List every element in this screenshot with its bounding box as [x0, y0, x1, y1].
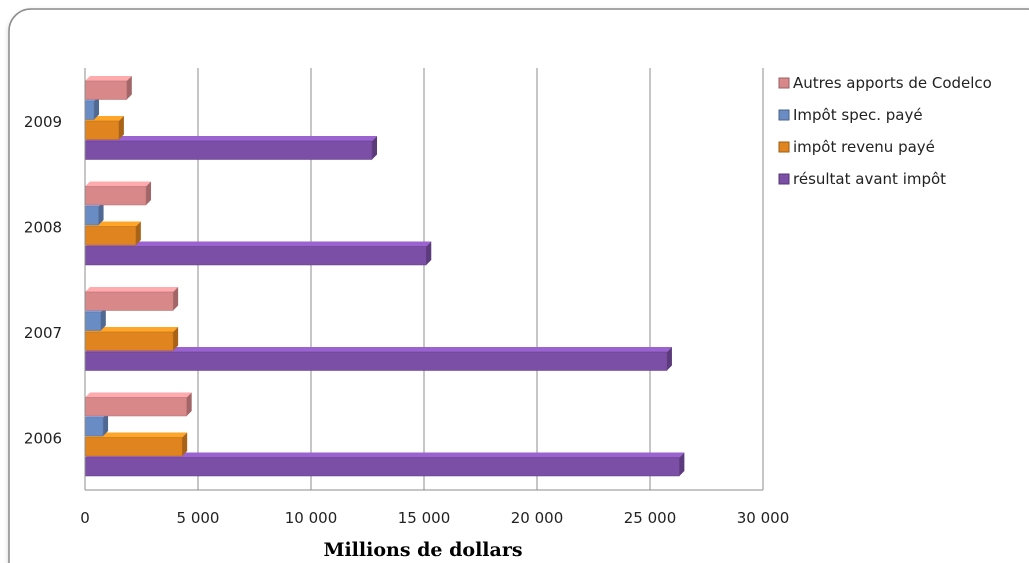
- bar-front-face: [84, 351, 668, 371]
- bar-front-face: [84, 186, 147, 206]
- x-tick-label: 15 000: [398, 509, 451, 527]
- legend-swatch: [778, 109, 790, 121]
- bar-front-face: [84, 246, 427, 266]
- bar-top-face: [85, 347, 672, 352]
- bar: [84, 136, 378, 160]
- bar-front-face: [84, 206, 99, 226]
- bar-top-face: [85, 432, 188, 438]
- bar-top-face: [85, 241, 432, 247]
- bar-side-face: [182, 432, 188, 456]
- bar-front-face: [84, 457, 680, 477]
- chart-border: [8, 8, 1029, 563]
- legend: Autres apports de Codelco Impôt spec. pay…: [778, 74, 992, 188]
- bar-front-face: [84, 397, 187, 417]
- x-axis-title: Millions de dollars: [323, 539, 522, 561]
- x-tick-label: 20 000: [511, 509, 564, 527]
- bar-side-face: [135, 221, 141, 245]
- legend-swatch: [778, 77, 790, 89]
- x-tick-label: 5 000: [177, 509, 220, 527]
- y-tick-label: 2007: [24, 324, 62, 342]
- legend-label: résultat avant impôt: [793, 170, 946, 188]
- legend-swatch: [778, 141, 790, 153]
- bar: [84, 287, 179, 311]
- legend-item: Autres apports de Codelco: [778, 74, 992, 92]
- bar-front-face: [84, 311, 102, 331]
- bar-front-face: [84, 226, 137, 246]
- bar-top-face: [85, 287, 179, 292]
- legend-label: Autres apports de Codelco: [793, 74, 992, 92]
- bar-side-face: [146, 181, 152, 205]
- bar-front-face: [84, 291, 174, 311]
- bar-side-face: [426, 241, 432, 265]
- x-tick-label: 30 000: [737, 509, 790, 527]
- bar-front-face: [84, 80, 128, 100]
- bars: [84, 76, 685, 477]
- legend-item: résultat avant impôt: [778, 170, 946, 188]
- y-tick-label: 2006: [24, 429, 62, 447]
- bar: [84, 181, 152, 206]
- bar-top-face: [85, 76, 132, 81]
- legend-label: impôt revenu payé: [793, 138, 935, 156]
- bar-side-face: [173, 287, 179, 311]
- bar-top-face: [85, 452, 685, 458]
- bar-front-face: [84, 417, 104, 437]
- bar: [84, 327, 179, 351]
- bar-front-face: [84, 331, 174, 351]
- bar: [84, 347, 672, 371]
- bar-front-face: [84, 140, 373, 160]
- bar-side-face: [666, 347, 672, 371]
- bar-top-face: [85, 181, 152, 187]
- x-tick-label: 0: [80, 509, 90, 527]
- bar-side-face: [679, 452, 685, 476]
- x-tick-label: 25 000: [624, 509, 677, 527]
- bar-side-face: [173, 327, 179, 351]
- bar-front-face: [84, 120, 120, 140]
- bar-front-face: [84, 100, 95, 120]
- axes: 0 5 000 10 000 15 000 20 000 25 000 30 000 2006…: [24, 68, 789, 527]
- bar-top-face: [85, 327, 179, 332]
- bar: [84, 76, 132, 100]
- bar-side-face: [126, 76, 132, 100]
- bar-side-face: [372, 136, 378, 160]
- y-tick-label: 2008: [24, 218, 62, 236]
- legend-label: Impôt spec. payé: [793, 106, 923, 124]
- bar: [84, 241, 432, 266]
- legend-item: Impôt spec. payé: [778, 106, 923, 124]
- bar-top-face: [85, 136, 378, 141]
- bar-side-face: [100, 307, 106, 331]
- legend-item: impôt revenu payé: [778, 138, 935, 156]
- y-tick-label: 2009: [24, 113, 62, 131]
- bar: [84, 392, 192, 417]
- bar-side-face: [186, 392, 192, 416]
- bar-top-face: [85, 392, 192, 398]
- bar-side-face: [98, 201, 104, 225]
- bar-side-face: [94, 96, 100, 120]
- bar-side-face: [103, 412, 109, 436]
- x-tick-label: 10 000: [285, 509, 338, 527]
- legend-swatch: [778, 173, 790, 185]
- bar-front-face: [84, 437, 183, 457]
- bar-side-face: [118, 116, 124, 140]
